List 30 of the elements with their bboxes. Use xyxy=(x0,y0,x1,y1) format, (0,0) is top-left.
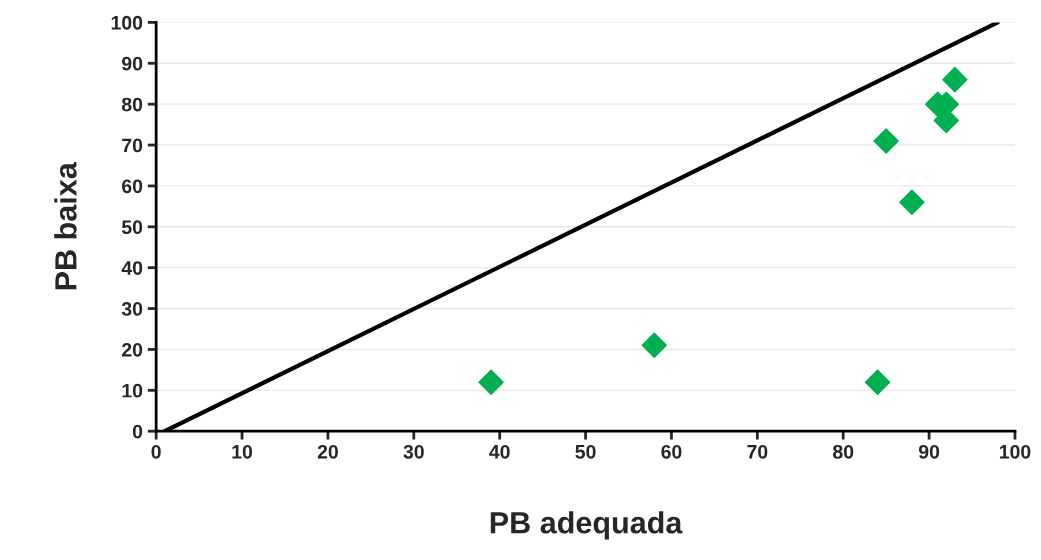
x-tick-label: 90 xyxy=(918,444,940,459)
point xyxy=(942,66,968,93)
point xyxy=(641,332,667,359)
point xyxy=(864,369,891,395)
x-tick-label: 70 xyxy=(747,444,768,459)
x-tick-label: 30 xyxy=(403,444,424,459)
y-tick-label: 20 xyxy=(122,342,143,357)
x-tick-label: 60 xyxy=(661,444,682,459)
y-tick-label: 100 xyxy=(111,15,143,30)
point xyxy=(478,369,504,395)
y-tick-label: 60 xyxy=(122,179,143,194)
x-tick-label: 100 xyxy=(999,444,1031,459)
x-axis-title: PB adequada xyxy=(490,511,683,540)
x-tick-label: 80 xyxy=(833,444,854,459)
x-tick-label: 10 xyxy=(232,444,253,459)
y-tick-label: 80 xyxy=(121,97,143,112)
y-tick-label: 40 xyxy=(121,261,143,275)
y-tick-label: 50 xyxy=(121,220,143,235)
x-tick-label: 40 xyxy=(489,444,510,459)
x-tick-label: 20 xyxy=(317,444,338,459)
y-tick-label: 30 xyxy=(121,302,143,316)
y-tick-label: 10 xyxy=(122,383,143,398)
x-tick-label: 0 xyxy=(151,444,161,459)
x-tick-label: 50 xyxy=(575,444,596,459)
point xyxy=(873,128,899,154)
y-tick-label: 90 xyxy=(122,56,143,71)
y-tick-label: 70 xyxy=(122,138,143,153)
point xyxy=(899,189,925,215)
y-tick-label: 0 xyxy=(132,424,143,439)
y-axis-title: PB baixa xyxy=(54,162,77,290)
